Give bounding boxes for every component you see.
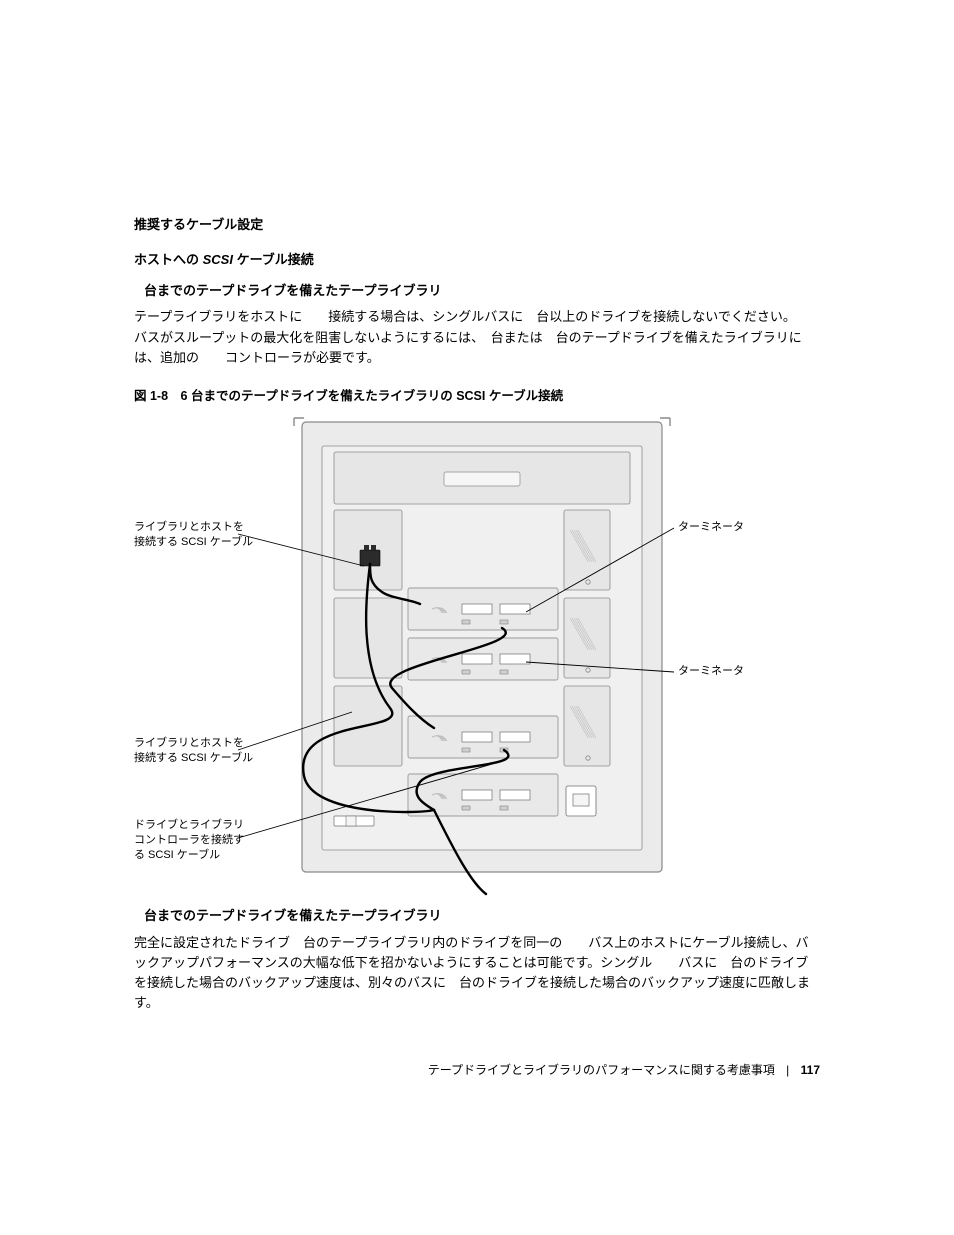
label-right-1: ターミネータ [678, 520, 798, 535]
paragraph-2: 完全に設定されたドライブ 台のテープライブラリ内のドライブを同一の バス上のホス… [134, 933, 820, 1014]
label-right-2: ターミネータ [678, 664, 798, 679]
paragraph-1: テープライブラリをホストに 接続する場合は、シングルバスに 台以上のドライブを接… [134, 307, 820, 367]
footer-separator: | [786, 1063, 789, 1077]
label-left-2: ライブラリとホストを接続する SCSI ケーブル [134, 736, 254, 766]
h3-a: 台までのテープドライブを備えたテープライブラリ [134, 281, 820, 302]
label-left-1: ライブラリとホストを接続する SCSI ケーブル [134, 520, 254, 550]
section-heading: 推奨するケーブル設定 [134, 215, 820, 236]
page-footer: テープドライブとライブラリのパフォーマンスに関する考慮事項 | 117 [0, 1061, 954, 1080]
figure-diagram: ライブラリとホストを接続する SCSI ケーブル ライブラリとホストを接続する … [134, 416, 820, 896]
sub-italic: SCSI [203, 252, 233, 267]
figure-caption: 図 1-8 6 台までのテープドライブを備えたライブラリの SCSI ケーブル接… [134, 386, 820, 406]
label-left-3: ドライブとライブラリコントローラを接続する SCSI ケーブル [134, 818, 254, 863]
h3-b: 台までのテープドライブを備えたテープライブラリ [134, 906, 820, 927]
page-number: 117 [801, 1063, 820, 1077]
sub-prefix: ホストへの [134, 252, 203, 267]
subsection-heading: ホストへの SCSI ケーブル接続 [134, 250, 820, 271]
footer-text: テープドライブとライブラリのパフォーマンスに関する考慮事項 [428, 1063, 775, 1077]
sub-suffix: ケーブル接続 [233, 252, 314, 267]
